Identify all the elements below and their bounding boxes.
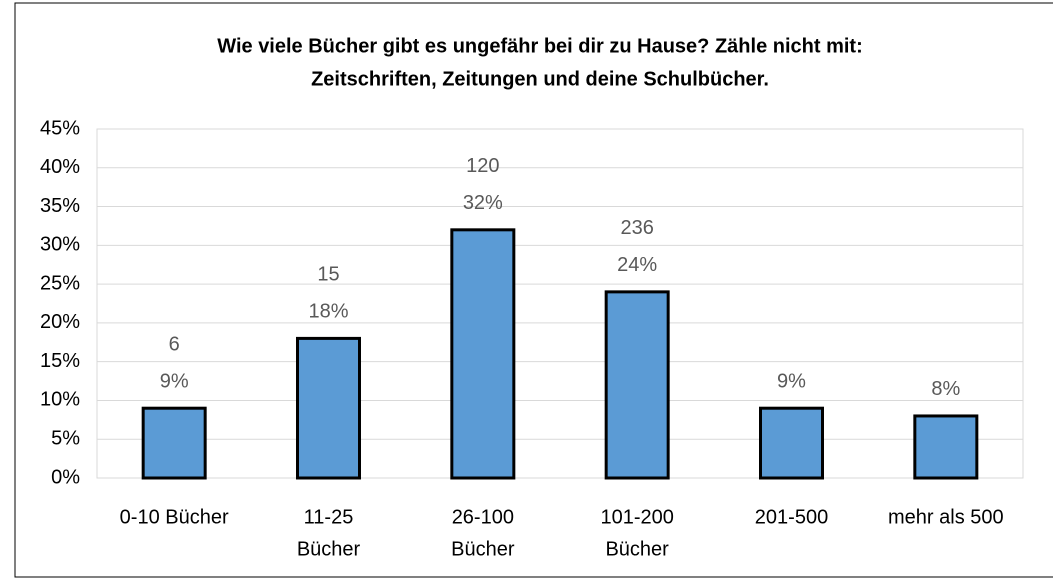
y-tick-label: 35% (40, 195, 80, 217)
count-label: 120 (466, 155, 499, 177)
x-tick-label: Bücher (605, 538, 669, 560)
data-label: 32% (463, 192, 503, 214)
data-label: 18% (308, 301, 348, 323)
bar (296, 336, 361, 480)
y-tick-label: 25% (40, 272, 80, 294)
x-tick-label: 0-10 Bücher (120, 506, 229, 528)
plot-area (96, 128, 1024, 479)
data-label: 8% (931, 378, 960, 400)
x-tick-label: 101-200 (600, 506, 673, 528)
x-tick-label: Bücher (297, 538, 361, 560)
x-tick-label: Bücher (451, 538, 515, 560)
y-tick-label: 20% (40, 311, 80, 333)
x-tick-label: mehr als 500 (888, 506, 1004, 528)
count-label: 15 (317, 264, 339, 286)
count-label: 6 (169, 333, 180, 355)
y-tick-label: 40% (40, 156, 80, 178)
y-tick-label: 15% (40, 350, 80, 372)
x-tick-label: 26-100 (452, 506, 514, 528)
chart-title: Zeitschriften, Zeitungen und deine Schul… (311, 68, 769, 90)
chart-frame (14, 2, 1053, 578)
bar (759, 406, 824, 480)
bar (913, 414, 979, 480)
y-tick-label: 0% (51, 466, 80, 488)
y-tick-label: 10% (40, 389, 80, 411)
data-label: 9% (160, 370, 189, 392)
x-tick-label: 201-500 (755, 506, 828, 528)
bar (141, 406, 207, 480)
data-label: 9% (777, 370, 806, 392)
y-tick-label: 5% (51, 428, 80, 450)
x-tick-label: 11-25 (304, 506, 354, 528)
y-tick-label: 30% (40, 234, 80, 256)
bar (450, 228, 516, 480)
data-label: 24% (617, 254, 657, 276)
bar (604, 290, 670, 480)
chart-title: Wie viele Bücher gibt es ungefähr bei di… (217, 35, 863, 57)
count-label: 236 (620, 217, 653, 239)
y-tick-label: 45% (40, 117, 80, 139)
